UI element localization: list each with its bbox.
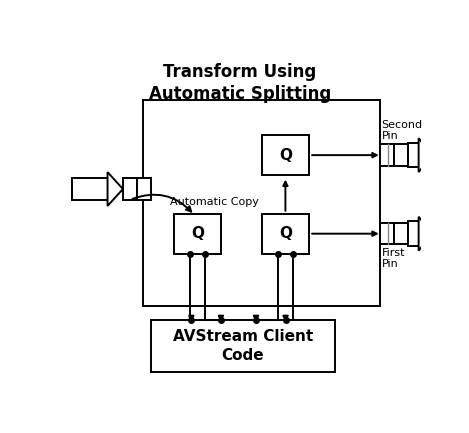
Text: First
Pin: First Pin — [382, 248, 405, 269]
Bar — [408, 221, 419, 246]
Polygon shape — [419, 217, 432, 251]
Text: Second
Pin: Second Pin — [382, 120, 423, 141]
Bar — [262, 135, 309, 175]
Bar — [380, 144, 394, 166]
Bar — [408, 143, 419, 168]
Bar — [262, 213, 309, 254]
Bar — [151, 320, 335, 372]
Bar — [123, 178, 137, 200]
Polygon shape — [107, 172, 123, 206]
Text: Transform Using
Automatic Splitting: Transform Using Automatic Splitting — [149, 63, 331, 103]
Bar — [72, 178, 107, 200]
Bar — [143, 100, 380, 306]
Text: AVStream Client
Code: AVStream Client Code — [173, 329, 313, 363]
Text: Automatic Copy: Automatic Copy — [170, 197, 258, 207]
Text: Q: Q — [279, 148, 292, 163]
Bar — [394, 144, 408, 166]
Bar — [394, 223, 408, 245]
Bar — [174, 213, 221, 254]
Bar — [137, 178, 151, 200]
Text: Q: Q — [191, 226, 204, 241]
Bar — [380, 223, 394, 245]
Text: Q: Q — [279, 226, 292, 241]
Polygon shape — [419, 138, 432, 172]
